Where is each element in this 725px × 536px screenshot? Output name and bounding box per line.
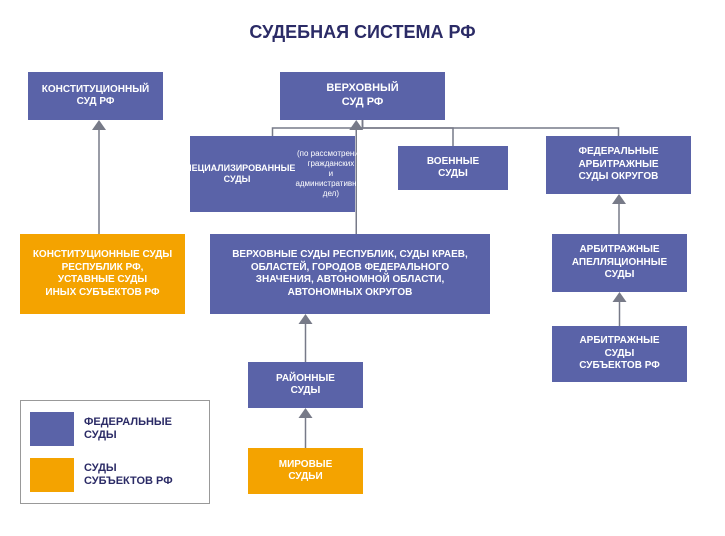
node-justice_peace: МИРОВЫЕСУДЬИ: [248, 448, 363, 494]
node-military: ВОЕННЫЕСУДЫ: [398, 146, 508, 190]
legend-label: ФЕДЕРАЛЬНЫЕСУДЫ: [84, 416, 172, 442]
node-supreme: ВЕРХОВНЫЙСУД РФ: [280, 72, 445, 120]
diagram-title: СУДЕБНАЯ СИСТЕМА РФ: [0, 22, 725, 43]
node-arb_fed: ФЕДЕРАЛЬНЫЕАРБИТРАЖНЫЕСУДЫ ОКРУГОВ: [546, 136, 691, 194]
node-arb_appeal: АРБИТРАЖНЫЕАПЕЛЛЯЦИОННЫЕСУДЫ: [552, 234, 687, 292]
node-const_subj: КОНСТИТУЦИОННЫЕ СУДЫРЕСПУБЛИК РФ,УСТАВНЫ…: [20, 234, 185, 314]
legend-label: СУДЫСУБЪЕКТОВ РФ: [84, 462, 173, 488]
legend-swatch: [30, 412, 74, 446]
node-specialized: СПЕЦИАЛИЗИРОВАННЫЕСУДЫ(по рассмотрениюгр…: [190, 136, 355, 212]
legend-swatch: [30, 458, 74, 492]
node-const_fed: КОНСТИТУЦИОННЫЙСУД РФ: [28, 72, 163, 120]
node-district: РАЙОННЫЕСУДЫ: [248, 362, 363, 408]
node-regional: ВЕРХОВНЫЕ СУДЫ РЕСПУБЛИК, СУДЫ КРАЕВ,ОБЛ…: [210, 234, 490, 314]
node-arb_subj: АРБИТРАЖНЫЕСУДЫСУБЪЕКТОВ РФ: [552, 326, 687, 382]
